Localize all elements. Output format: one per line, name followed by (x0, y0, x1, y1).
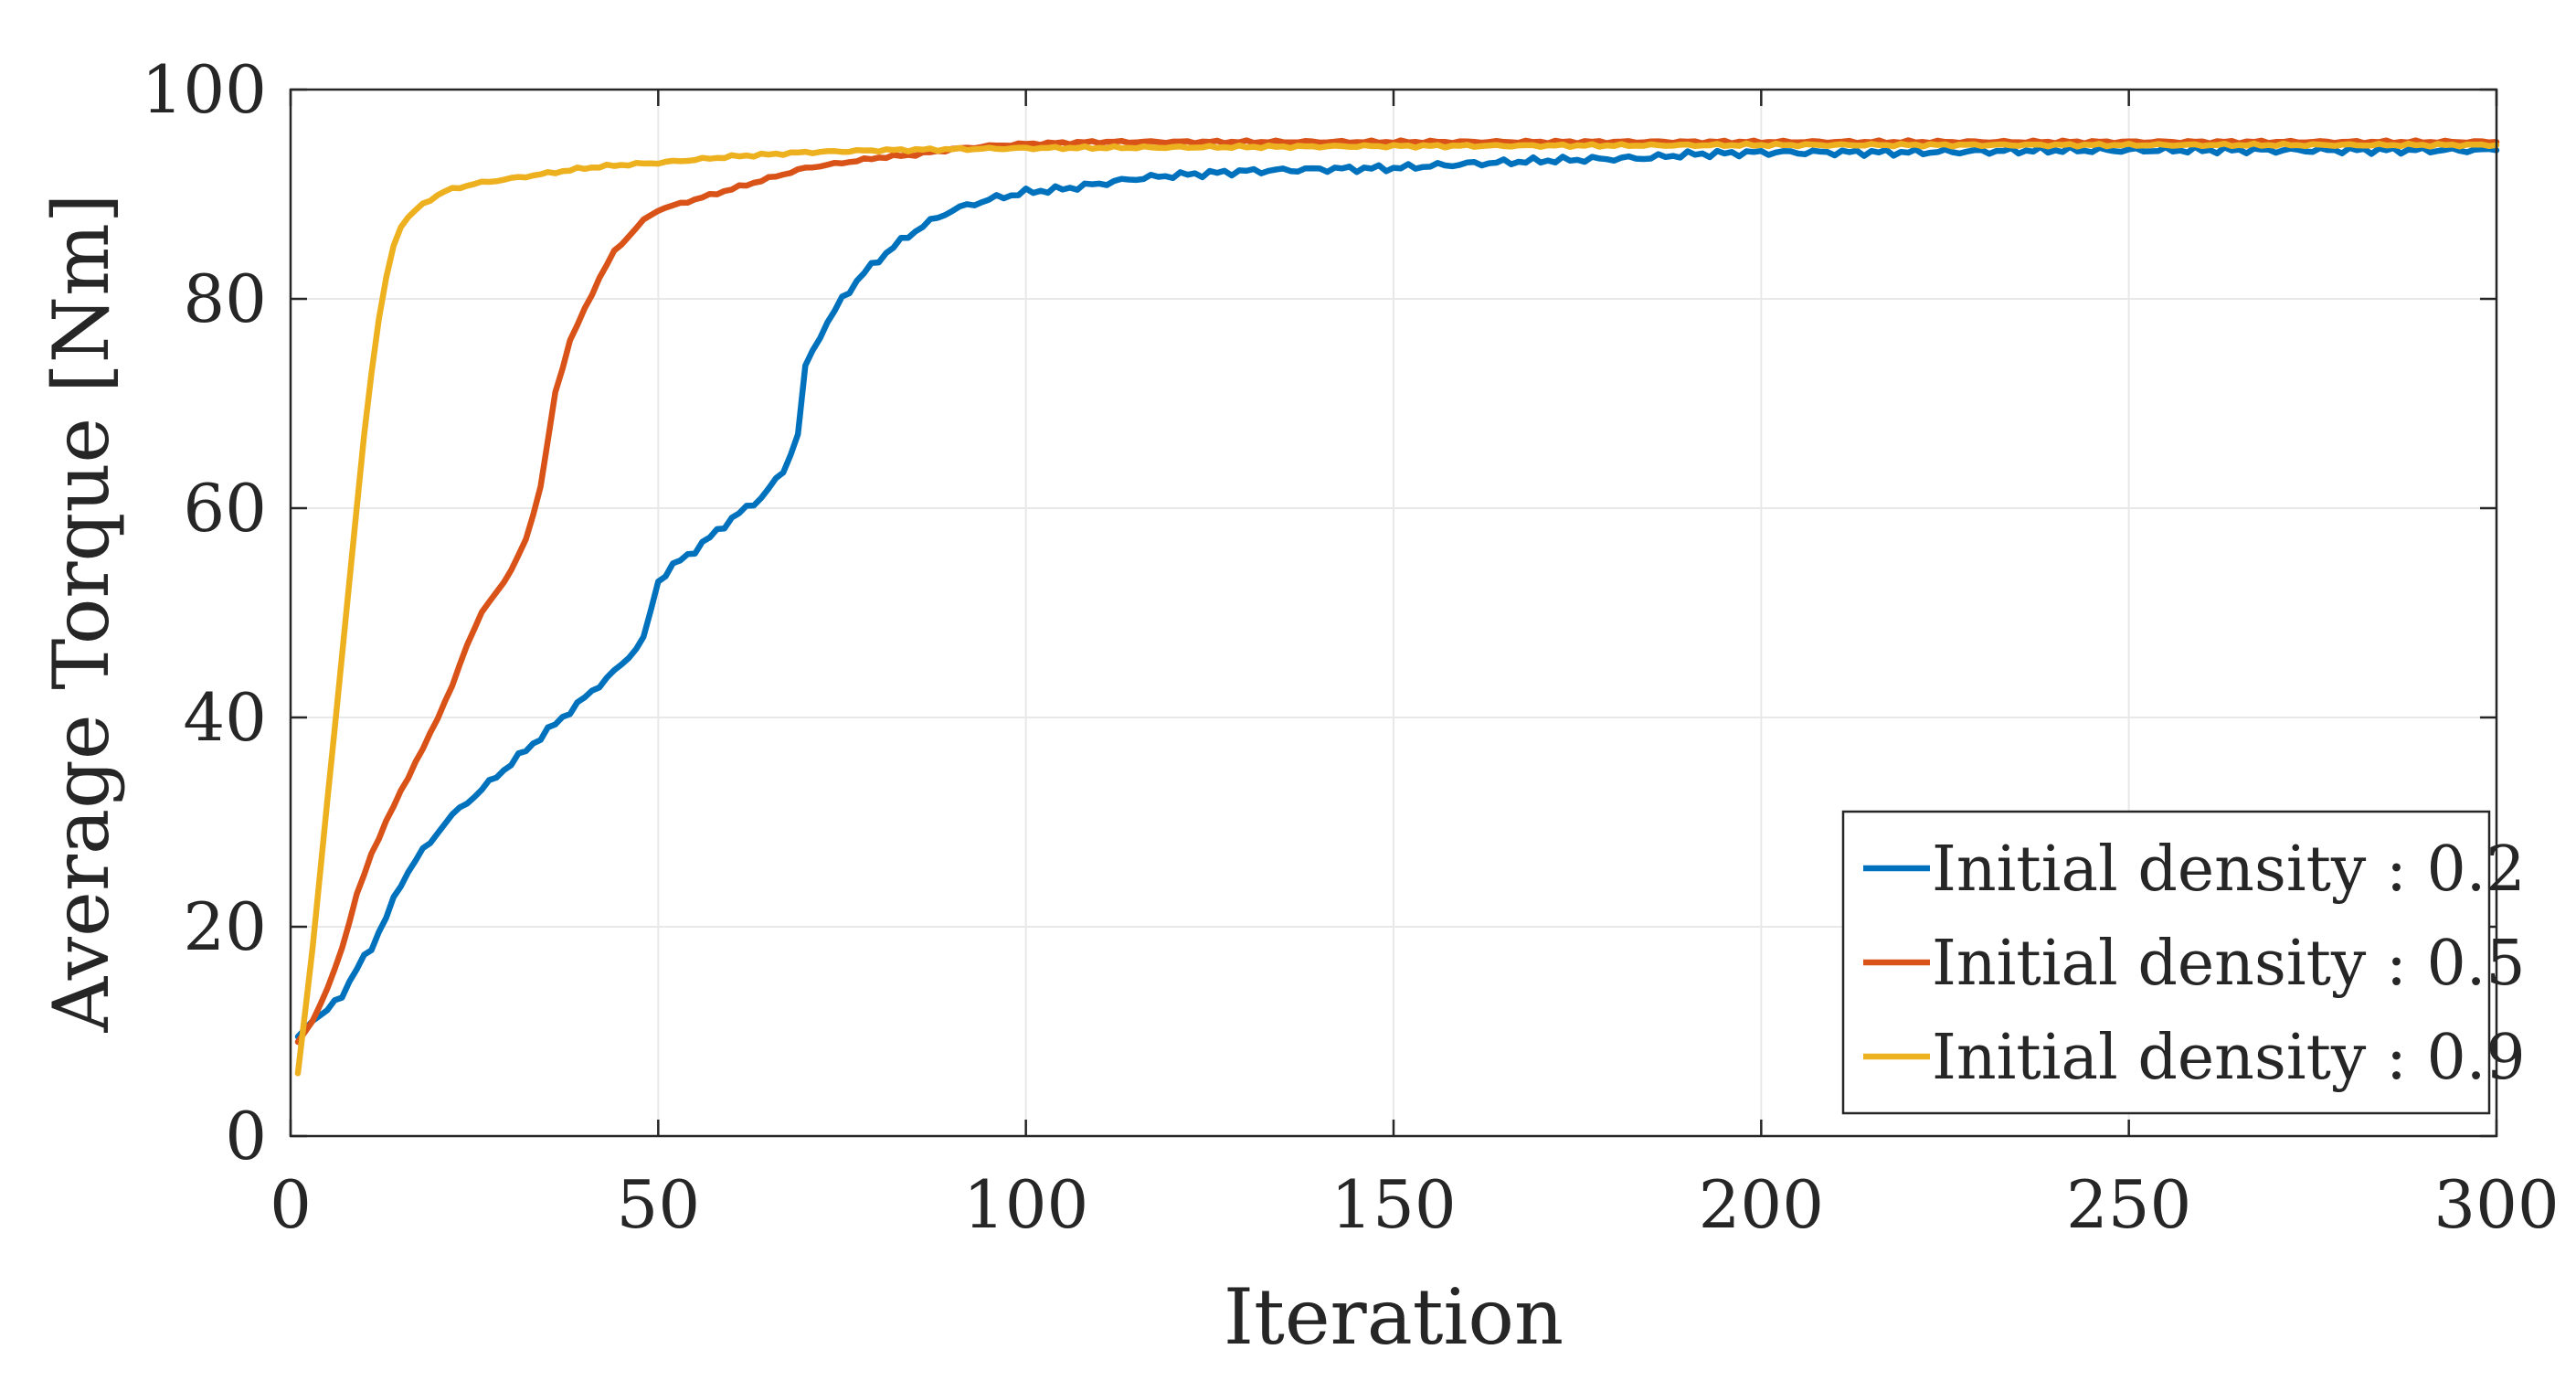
legend-box (1841, 810, 2491, 1115)
axes (289, 88, 2498, 1138)
legend: Initial density : 0.2 Initial density : 0… (1841, 810, 2526, 1115)
series-line-3 (294, 140, 2500, 1077)
x-tick-label: 100 (963, 1166, 1088, 1243)
y-tick-label: 40 (183, 679, 267, 756)
x-axis-title: Iteration (1224, 1272, 1564, 1362)
tick-labels: 0 50 100 150 200 250 300 0 20 40 60 80 100 (142, 51, 2560, 1243)
legend-label-3: Initial density : 0.9 (1932, 1022, 2526, 1094)
x-tick-label: 300 (2433, 1166, 2559, 1243)
x-tick-label: 250 (2066, 1166, 2191, 1243)
x-tick-label: 0 (270, 1166, 312, 1243)
x-tick-label: 50 (617, 1166, 701, 1243)
legend-label-1: Initial density : 0.2 (1932, 834, 2526, 906)
x-tick-label: 150 (1330, 1166, 1456, 1243)
legend-label-2: Initial density : 0.5 (1932, 928, 2526, 1000)
y-tick-label: 60 (183, 470, 267, 547)
y-tick-label: 80 (183, 260, 267, 337)
y-axis-title: Average Torque [Nm] (37, 193, 126, 1033)
x-tick-label: 200 (1699, 1166, 1824, 1243)
y-tick-label: 20 (183, 888, 267, 965)
y-tick-label: 100 (142, 51, 267, 128)
series-line-1 (294, 143, 2500, 1040)
series-lines (294, 137, 2500, 1077)
y-tick-label: 0 (225, 1098, 267, 1174)
